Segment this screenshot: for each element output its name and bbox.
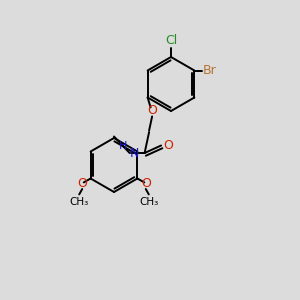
Text: O: O: [77, 177, 87, 190]
Text: O: O: [147, 104, 157, 118]
Text: N: N: [130, 147, 139, 160]
Text: H: H: [119, 141, 128, 151]
Text: Cl: Cl: [165, 34, 177, 47]
Text: Br: Br: [202, 64, 216, 77]
Text: CH₃: CH₃: [70, 197, 89, 207]
Text: CH₃: CH₃: [139, 197, 158, 207]
Text: O: O: [141, 177, 151, 190]
Text: O: O: [164, 139, 173, 152]
